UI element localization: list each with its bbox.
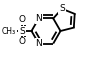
Text: CH₃: CH₃ (2, 27, 16, 35)
Text: O: O (19, 37, 26, 46)
Text: N: N (35, 14, 42, 23)
Text: S: S (59, 4, 65, 13)
Text: O: O (19, 15, 26, 25)
Text: N: N (35, 39, 42, 48)
Text: S: S (19, 27, 25, 35)
